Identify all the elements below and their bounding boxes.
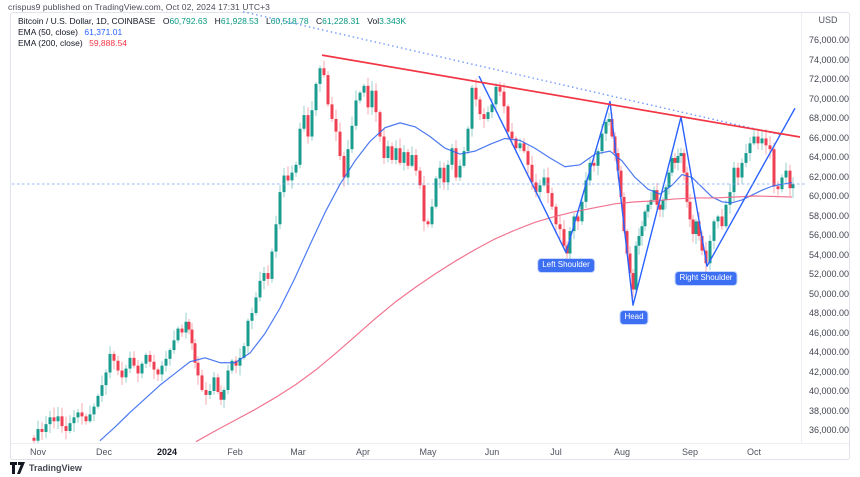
volume-value: 3.343K bbox=[379, 16, 407, 26]
close-label: C bbox=[315, 16, 323, 26]
low-label: L bbox=[266, 16, 271, 26]
attribution-text: crispus9 published on TradingView.com, O… bbox=[8, 2, 271, 12]
open-label: O bbox=[162, 16, 170, 26]
time-tick: Feb bbox=[227, 447, 243, 457]
time-tick: Dec bbox=[95, 447, 113, 457]
time-tick: Jul bbox=[550, 447, 562, 457]
pattern-label-left-shoulder[interactable]: Left Shoulder bbox=[538, 258, 594, 272]
tradingview-logo-icon bbox=[10, 462, 25, 474]
price-tick: 46,000.00 bbox=[808, 327, 849, 338]
price-tick: 40,000.00 bbox=[808, 386, 849, 396]
price-tick: 68,000.00 bbox=[808, 113, 849, 123]
price-tick: 76,000.00 bbox=[808, 35, 849, 45]
time-tick: Apr bbox=[355, 447, 371, 457]
symbol-title: Bitcoin / U.S. Dollar, 1D, COINBASE bbox=[18, 16, 156, 26]
high-label: H bbox=[214, 16, 221, 26]
price-tick: 52,000.00 bbox=[808, 269, 849, 279]
head-shoulders-zigzag[interactable] bbox=[478, 75, 796, 306]
dotted-trendline[interactable] bbox=[242, 11, 781, 136]
time-tick: May bbox=[419, 447, 437, 457]
chart-card bbox=[10, 12, 850, 460]
time-tick: 2024 bbox=[156, 447, 178, 457]
price-tick: 64,000.00 bbox=[808, 152, 849, 162]
plot-area bbox=[32, 60, 796, 443]
tradingview-logo-text: TradingView bbox=[29, 463, 82, 473]
ema50-value: 61,371.01 bbox=[84, 27, 123, 37]
price-tick: 58,000.00 bbox=[808, 210, 849, 221]
price-tick: 50,000.00 bbox=[808, 288, 849, 299]
chart-legend: Bitcoin / U.S. Dollar, 1D, COINBASE O60,… bbox=[18, 16, 406, 49]
high-value: 61,928.53 bbox=[220, 16, 259, 26]
time-axis-separator bbox=[11, 443, 849, 444]
legend-symbol-row[interactable]: Bitcoin / U.S. Dollar, 1D, COINBASE O60,… bbox=[18, 16, 406, 27]
time-tick: Oct bbox=[746, 447, 762, 457]
descending-trendline[interactable] bbox=[321, 54, 801, 138]
open-value: 60,792.63 bbox=[169, 16, 208, 26]
time-tick: Sep bbox=[681, 447, 699, 457]
price-tick: 38,000.00 bbox=[808, 405, 849, 416]
pattern-label-right-shoulder[interactable]: Right Shoulder bbox=[675, 272, 737, 286]
price-tick: 62,000.00 bbox=[808, 171, 849, 182]
ema200-value: 59,888.54 bbox=[89, 38, 127, 48]
tradingview-logo[interactable]: TradingView bbox=[10, 462, 82, 474]
time-tick: Aug bbox=[613, 447, 631, 457]
price-tick: 60,000.00 bbox=[808, 191, 849, 201]
price-tick: 56,000.00 bbox=[808, 230, 849, 240]
price-axis-separator bbox=[801, 13, 802, 443]
price-tick: 36,000.00 bbox=[808, 425, 849, 435]
ema50-label: EMA (50, close) bbox=[18, 27, 78, 37]
price-tick: 48,000.00 bbox=[808, 308, 849, 318]
currency-label: USD bbox=[818, 15, 838, 25]
price-tick: 42,000.00 bbox=[808, 366, 849, 377]
close-value: 61,228.31 bbox=[322, 16, 360, 26]
ema200-label: EMA (200, close) bbox=[18, 38, 83, 48]
pattern-label-head[interactable]: Head bbox=[620, 311, 648, 325]
price-tick: 72,000.00 bbox=[808, 74, 849, 84]
price-tick: 74,000.00 bbox=[808, 54, 849, 65]
price-tick: 44,000.00 bbox=[808, 347, 849, 357]
time-tick: Nov bbox=[29, 447, 47, 457]
ema50-line[interactable] bbox=[99, 122, 793, 442]
ema200-line[interactable] bbox=[195, 195, 793, 443]
time-tick: Jun bbox=[484, 447, 500, 457]
low-value: 60,518.78 bbox=[270, 16, 309, 26]
volume-label: Vol bbox=[367, 16, 380, 26]
legend-ema200-row[interactable]: EMA (200, close) 59,888.54 bbox=[18, 38, 406, 49]
price-tick: 70,000.00 bbox=[808, 93, 849, 104]
time-tick: Mar bbox=[290, 447, 306, 457]
price-tick: 66,000.00 bbox=[808, 132, 849, 143]
price-tick: 54,000.00 bbox=[808, 249, 849, 260]
legend-ema50-row[interactable]: EMA (50, close) 61,371.01 bbox=[18, 27, 406, 38]
